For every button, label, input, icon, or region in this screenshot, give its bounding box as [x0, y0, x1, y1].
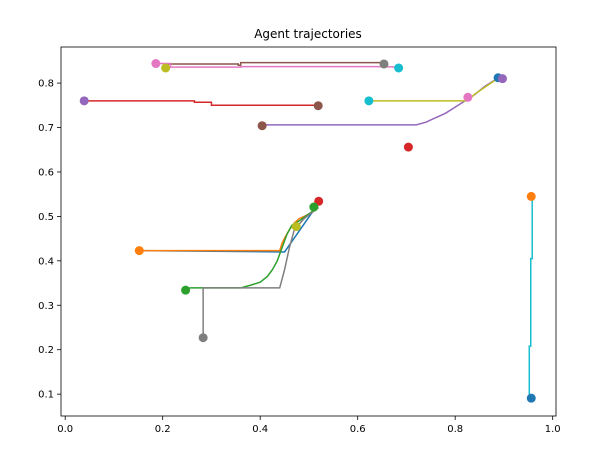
endpoint-marker-4: [80, 96, 89, 105]
y-tick-label: 0.7: [38, 123, 54, 134]
trajectory-line-5: [167, 63, 385, 66]
endpoint-marker-12: [309, 203, 318, 212]
endpoint-marker-17: [463, 93, 472, 102]
endpoint-marker-7: [199, 333, 208, 342]
axes-frame: [61, 47, 556, 416]
endpoint-marker-15: [380, 59, 389, 68]
y-tick-label: 0.4: [38, 256, 54, 267]
x-tick-label: 0.6: [350, 424, 366, 435]
trajectory-line-9: [529, 197, 532, 398]
x-tick-label: 0.8: [447, 424, 463, 435]
endpoint-marker-1: [527, 192, 536, 201]
y-tick-label: 0.6: [38, 167, 54, 178]
trajectory-line-8: [369, 78, 501, 101]
endpoint-marker-8: [161, 63, 170, 72]
endpoint-marker-16: [364, 96, 373, 105]
x-tick-label: 0.0: [57, 424, 73, 435]
x-tick-label: 0.4: [252, 424, 268, 435]
endpoint-marker-11: [292, 222, 301, 231]
endpoint-marker-5: [314, 101, 323, 110]
y-tick-label: 0.2: [38, 345, 54, 356]
x-tick-label: 0.2: [155, 424, 171, 435]
endpoint-marker-0: [527, 394, 536, 403]
endpoint-marker-13: [258, 121, 267, 130]
x-axis-ticks: 0.0 0.2 0.4 0.6 0.8 1.0: [57, 416, 560, 435]
endpoint-marker-14: [404, 143, 413, 152]
endpoint-marker-6: [151, 59, 160, 68]
y-tick-label: 0.1: [38, 390, 54, 401]
trajectory-line-3: [84, 101, 317, 105]
y-tick-label: 0.5: [38, 212, 54, 223]
endpoint-marker-19: [498, 74, 507, 83]
y-tick-label: 0.8: [38, 79, 54, 90]
series-layer: [84, 63, 532, 399]
endpoint-marker-9: [394, 63, 403, 72]
chart-title: Agent trajectories: [254, 27, 362, 41]
y-axis-ticks: 0.1 0.2 0.3 0.4 0.5 0.6 0.7 0.8: [38, 79, 61, 401]
marker-layer: [80, 59, 536, 403]
endpoint-marker-2: [181, 286, 190, 295]
x-tick-label: 1.0: [545, 424, 561, 435]
endpoint-marker-10: [135, 246, 144, 255]
y-tick-label: 0.3: [38, 301, 54, 312]
